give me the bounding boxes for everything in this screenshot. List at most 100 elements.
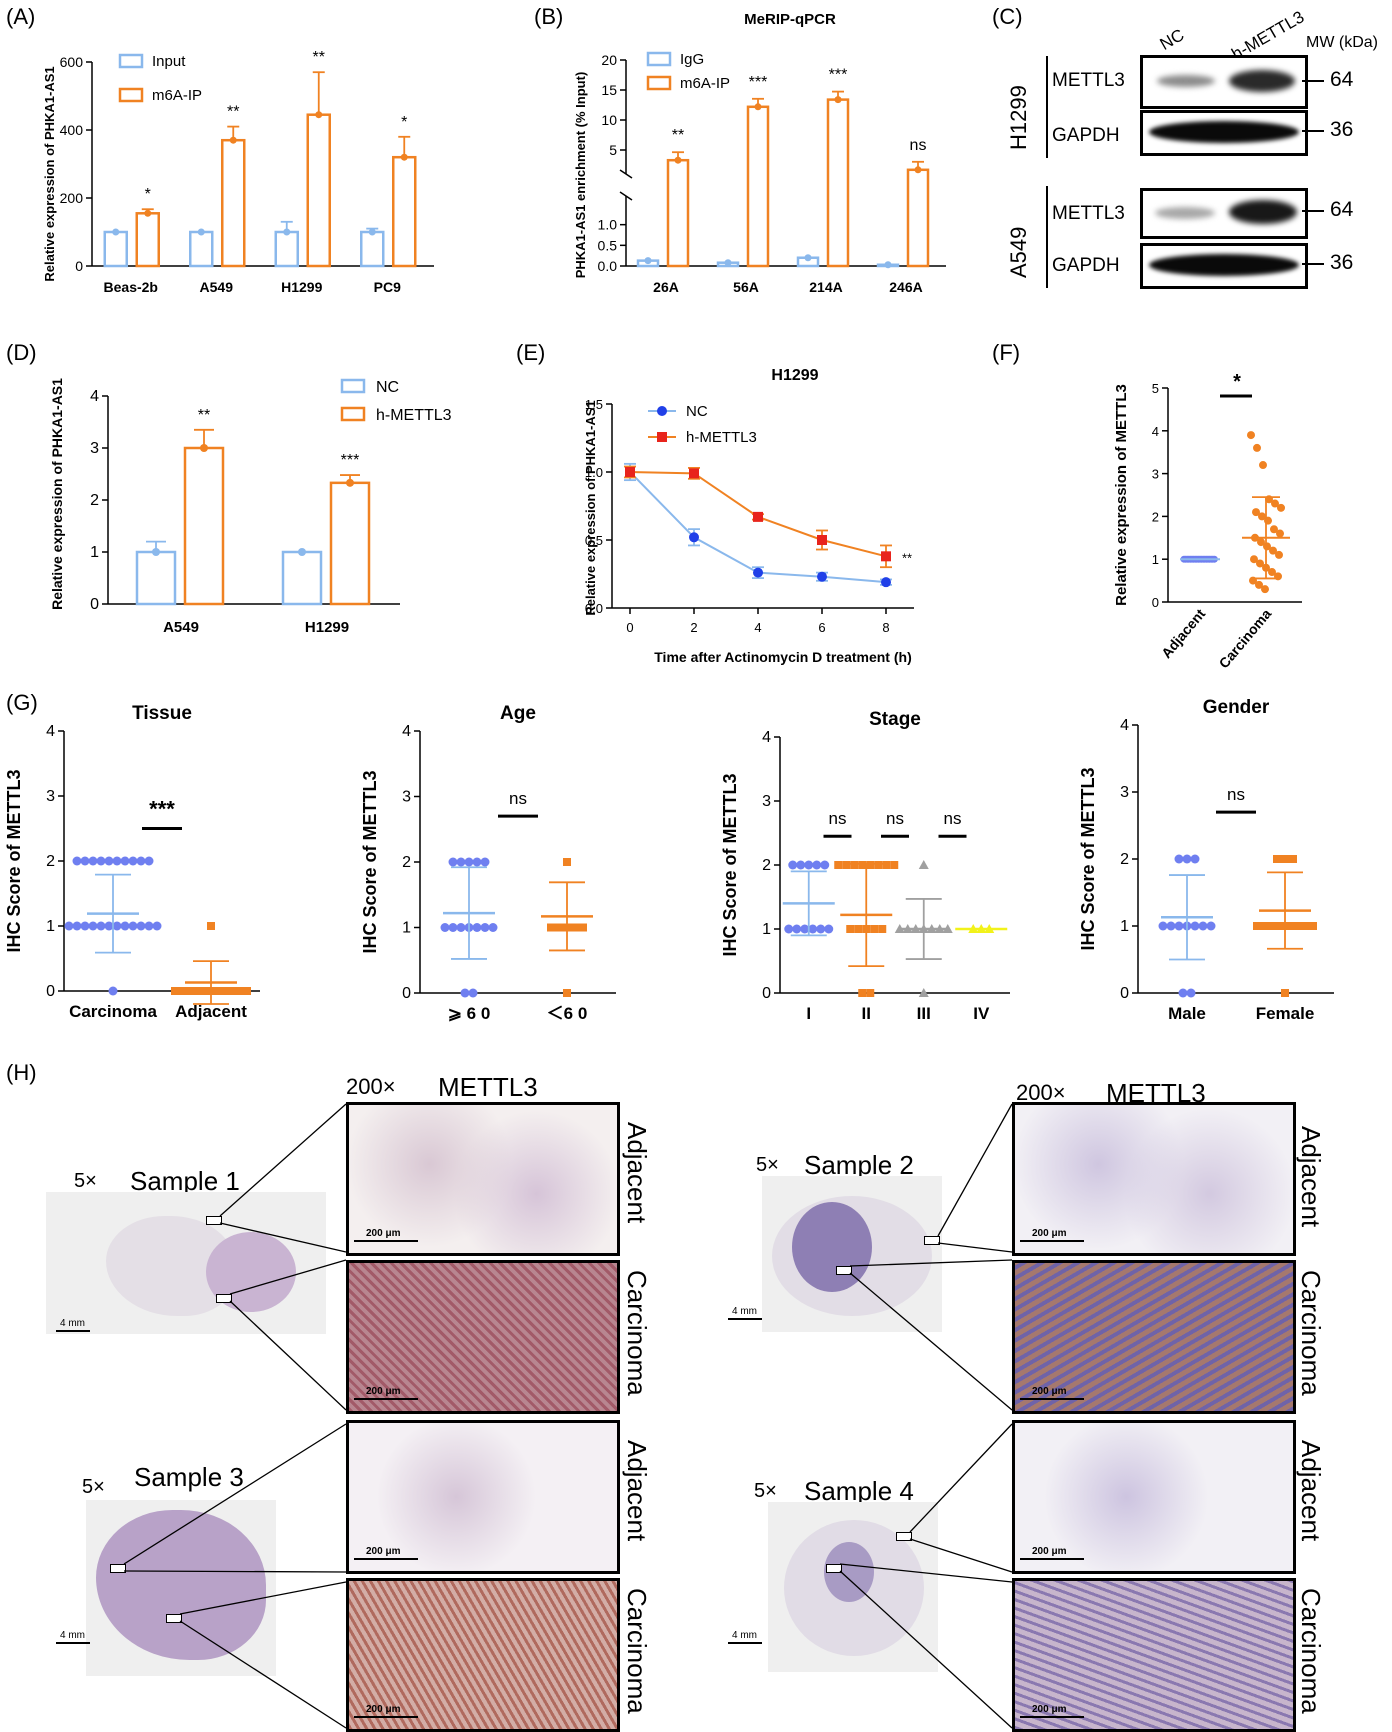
data-point [1252, 508, 1260, 517]
legend-label: m6A-IP [152, 87, 202, 104]
data-point [1268, 568, 1276, 577]
chart-title: H1299 [771, 367, 818, 384]
y-tick-label: 15 [601, 82, 617, 98]
x-tick-label: Adjacent [175, 1002, 247, 1021]
scale-label: 4 mm [60, 1630, 85, 1641]
significance-label: * [1233, 371, 1241, 393]
data-point [80, 921, 90, 931]
data-point [460, 988, 470, 998]
panel-label-h: (H) [6, 1060, 37, 1085]
data-point [171, 987, 179, 995]
data-point [235, 987, 243, 995]
data-point [88, 921, 98, 931]
data-point [229, 136, 237, 144]
bar [135, 212, 160, 268]
data-point [1190, 921, 1200, 931]
y-tick-label: 0 [402, 985, 411, 1002]
panel-label-f: (F) [992, 340, 1021, 365]
ihc-region-label: Carcinoma [622, 1588, 652, 1714]
data-point [1269, 546, 1277, 555]
data-point [1281, 989, 1289, 997]
ihc-whole-slide-2 [762, 1176, 942, 1332]
ihc-region-label: Adjacent [622, 1122, 652, 1224]
y-axis-label: Relative expression of PHKA1-AS1 [583, 400, 598, 615]
x-tick-label: ⩾ 6 0 [448, 1004, 491, 1023]
blot-mw-header: MW (kDa) [1306, 34, 1378, 51]
y-axis-label: IHC Score of METTL3 [360, 770, 380, 953]
ihc-connector-lines [123, 1103, 1013, 1729]
x-tick-label: Female [1256, 1004, 1315, 1023]
y-tick-label: 2 [46, 853, 55, 870]
data-point [1255, 580, 1263, 589]
data-point [808, 924, 818, 934]
legend-label: NC [686, 403, 708, 420]
ihc-whole-slide-4 [768, 1502, 938, 1672]
significance-label: ns [509, 789, 527, 808]
ihc-header-mag: 200× [1016, 1080, 1066, 1105]
data-point [1253, 922, 1261, 930]
bar [135, 550, 177, 606]
scale-label: 4 mm [732, 1630, 757, 1641]
data-point [1261, 585, 1269, 594]
data-point [456, 923, 466, 932]
data-point [96, 921, 106, 931]
data-point [1276, 529, 1284, 538]
y-tick-label: 600 [60, 54, 84, 70]
y-tick-label: 3 [46, 788, 55, 805]
blot-cell-h1299: H1299 [1006, 85, 1031, 150]
legend-label: NC [376, 379, 399, 396]
data-point [800, 924, 810, 934]
data-point [1269, 922, 1277, 930]
bar [189, 230, 214, 268]
data-point [400, 153, 408, 161]
blot-strip-h1299-mettl3 [1140, 55, 1308, 109]
y-tick-label: 4 [1120, 717, 1129, 734]
y-tick-label: 4 [762, 729, 771, 746]
data-point [824, 924, 834, 934]
data-point [846, 925, 855, 933]
data-point [563, 858, 571, 866]
data-point [914, 166, 922, 174]
y-tick-label: 0.0 [585, 601, 603, 616]
charts-canvas: 0 2 0 0 400 600 Relative expression of PHKA1-A… [4, 11, 1334, 1023]
bar [183, 446, 225, 606]
y-axis-label: Relative expression of PHKA1-AS1 [49, 378, 65, 610]
y-tick-label: 400 [60, 122, 84, 138]
data-point [144, 921, 154, 931]
data-point [1206, 921, 1216, 931]
panel-label-g: (G) [6, 690, 38, 715]
significance-label: ns [886, 809, 904, 828]
data-point [571, 923, 579, 932]
x-tick-label: Male [1168, 1004, 1206, 1023]
y-axis-label: IHC Score of METTL3 [720, 773, 740, 956]
data-point [207, 922, 215, 930]
data-point [754, 103, 762, 111]
data-point [866, 989, 875, 997]
panel-label-d: (D) [6, 340, 37, 365]
data-point [792, 924, 802, 934]
data-point [724, 259, 732, 267]
chart-title: Gender [1203, 697, 1270, 718]
data-point [283, 228, 291, 236]
data-point [152, 548, 160, 556]
data-point [1174, 921, 1184, 931]
y-tick-label: 0 [46, 983, 55, 1000]
data-point [1158, 921, 1168, 931]
y-tick-label: 0.5 [585, 533, 603, 548]
y-tick-label: 4 [90, 388, 99, 405]
x-tick-label: Carcinoma [1216, 605, 1275, 671]
y-tick-label: 1.0 [598, 217, 618, 233]
x-tick-label: II [862, 1004, 871, 1023]
blot-row-label: GAPDH [1052, 125, 1120, 146]
data-point [227, 987, 235, 995]
y-tick-label: 0 [1120, 985, 1129, 1002]
data-point [874, 861, 883, 869]
blot-mw-value: 36 [1330, 251, 1354, 274]
significance-label: ** [227, 104, 239, 121]
data-point [817, 571, 827, 582]
data-point [1270, 525, 1278, 534]
data-point [1289, 855, 1297, 863]
data-point [480, 923, 490, 932]
data-point [858, 989, 867, 997]
ihc-image-s4-carcinoma [1012, 1578, 1296, 1732]
